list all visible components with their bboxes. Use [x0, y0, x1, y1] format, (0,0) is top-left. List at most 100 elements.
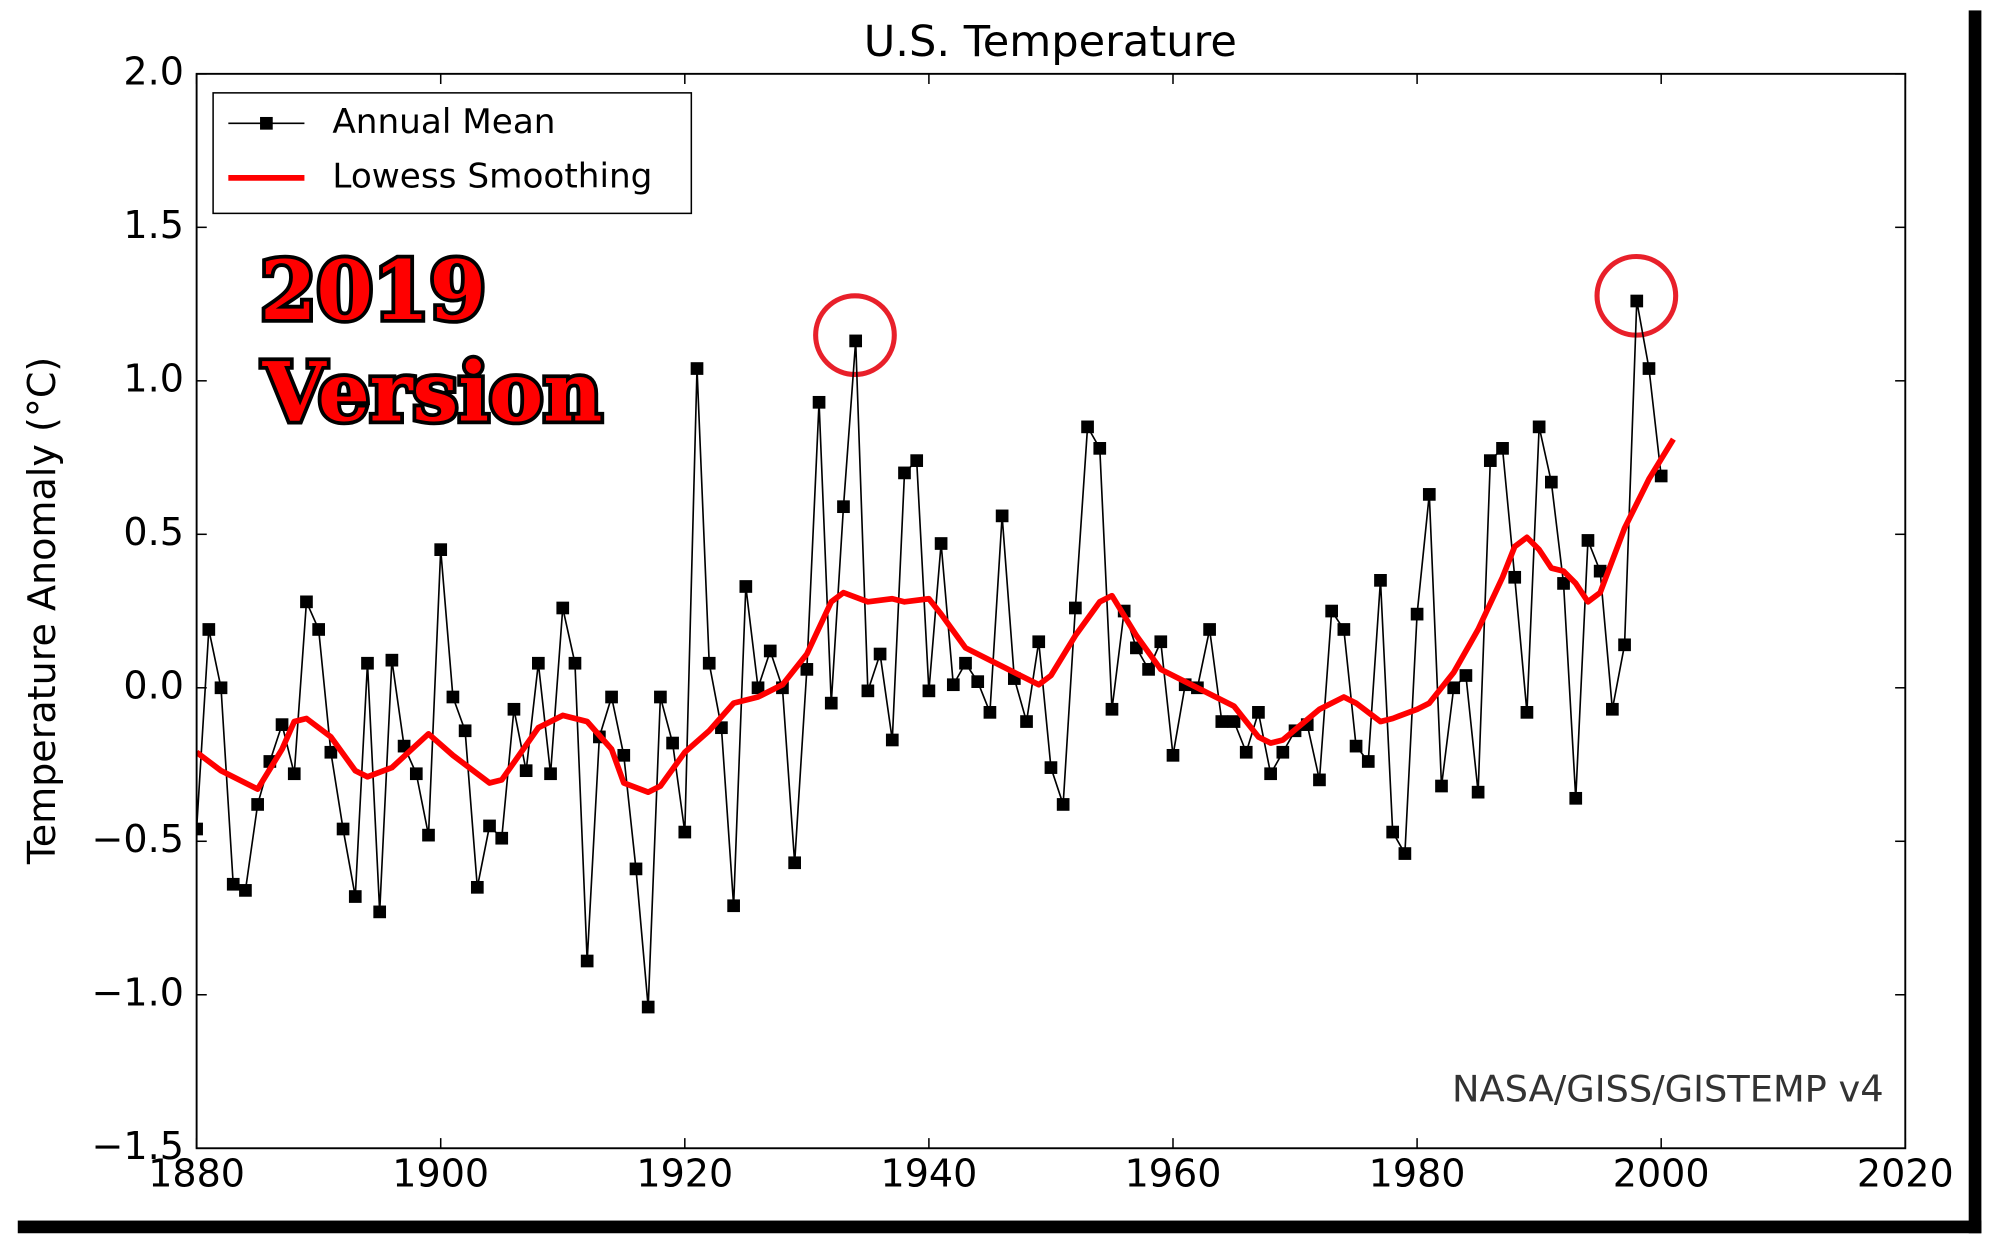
x-tick-label: 2020: [1857, 1152, 1954, 1196]
data-point: [1325, 604, 1338, 618]
data-point: [922, 684, 936, 698]
data-point: [1349, 739, 1363, 753]
data-point: [483, 819, 496, 833]
data-point: [202, 623, 216, 636]
y-tick-label: −1.5: [92, 1124, 184, 1168]
y-tick-label: 1.0: [123, 356, 184, 400]
data-point: [1642, 362, 1656, 375]
data-point: [1105, 702, 1119, 716]
data-point: [580, 954, 594, 968]
data-point: [239, 884, 252, 897]
data-point: [434, 543, 448, 556]
data-point: [556, 601, 570, 615]
x-tick-label: 1920: [636, 1152, 733, 1196]
annotation: 2019 Version: [256, 240, 606, 444]
legend-marker: [260, 116, 273, 130]
data-point: [458, 724, 472, 738]
data-point: [397, 739, 411, 753]
y-tick-label: −0.5: [92, 817, 184, 861]
data-point: [959, 656, 972, 670]
x-tick-label: 1960: [1125, 1152, 1222, 1196]
data-point: [849, 334, 863, 348]
data-point: [800, 663, 814, 676]
data-point: [1581, 534, 1595, 547]
source-note: NASA/GISS/GISTEMP v4: [1452, 1068, 1884, 1111]
y-tick-label: 0.0: [123, 663, 184, 707]
data-point: [666, 736, 679, 750]
data-point: [1459, 669, 1473, 682]
data-point: [324, 745, 338, 759]
y-tick-label: 2.0: [123, 49, 184, 93]
data-point: [1276, 745, 1290, 759]
data-point: [861, 684, 875, 698]
data-point: [1435, 779, 1448, 793]
data-point: [1227, 715, 1241, 728]
data-point: [1264, 767, 1277, 781]
data-point: [983, 706, 997, 719]
data-point: [1056, 798, 1070, 811]
data-point: [312, 623, 326, 636]
data-point: [1069, 601, 1082, 615]
data-point: [690, 362, 704, 375]
data-point: [898, 466, 911, 480]
data-point: [532, 656, 545, 670]
data-point: [1520, 706, 1534, 719]
data-point: [1252, 706, 1265, 719]
data-point: [495, 831, 509, 845]
data-point: [1081, 420, 1094, 434]
data-point: [1654, 469, 1668, 483]
y-tick-label: 1.5: [123, 203, 184, 247]
data-point: [446, 690, 460, 704]
data-point: [1606, 702, 1619, 716]
data-point: [1154, 635, 1168, 649]
x-tick-label: 1880: [148, 1152, 245, 1196]
annotation-line: Version: [262, 346, 603, 441]
data-point: [946, 678, 960, 692]
chart-title: U.S. Temperature: [864, 17, 1237, 67]
data-point: [287, 767, 301, 781]
frame-shadow-bottom: [17, 1220, 1982, 1234]
data-point: [751, 681, 765, 695]
data-point: [654, 690, 667, 704]
data-point: [1044, 761, 1058, 774]
data-point: [196, 822, 203, 836]
data-point: [1496, 442, 1509, 455]
data-point: [702, 656, 716, 670]
data-point: [1569, 791, 1583, 805]
data-point: [1508, 570, 1522, 584]
data-point: [361, 656, 374, 670]
data-point: [1239, 745, 1253, 759]
data-point: [1337, 623, 1351, 636]
data-point: [910, 454, 924, 467]
series-line: [196, 437, 1676, 796]
y-tick-label: −1.0: [92, 970, 184, 1014]
data-point: [629, 862, 643, 876]
data-point: [507, 702, 521, 716]
data-point: [1398, 847, 1412, 860]
legend-box: [212, 92, 693, 215]
data-point: [348, 890, 362, 903]
data-point: [885, 733, 899, 747]
data-point: [641, 1000, 655, 1014]
data-point: [226, 877, 240, 891]
data-point: [568, 656, 582, 670]
plot-frame: [195, 72, 1907, 1150]
data-point: [251, 798, 264, 811]
x-tick-label: 2000: [1613, 1152, 1710, 1196]
data-point: [1313, 773, 1326, 787]
data-point: [1544, 475, 1558, 489]
data-point: [1410, 607, 1424, 621]
data-point: [300, 595, 313, 609]
data-point: [1374, 574, 1387, 587]
x-tick-label: 1940: [880, 1152, 977, 1196]
data-point: [995, 509, 1009, 523]
data-point: [1557, 577, 1570, 590]
data-point: [617, 748, 631, 762]
data-point: [409, 767, 423, 781]
data-point: [788, 856, 801, 870]
data-point: [605, 690, 618, 704]
data-point: [470, 880, 484, 894]
y-tick-label: 0.5: [123, 510, 184, 554]
data-point: [275, 718, 289, 731]
data-point: [812, 395, 826, 409]
